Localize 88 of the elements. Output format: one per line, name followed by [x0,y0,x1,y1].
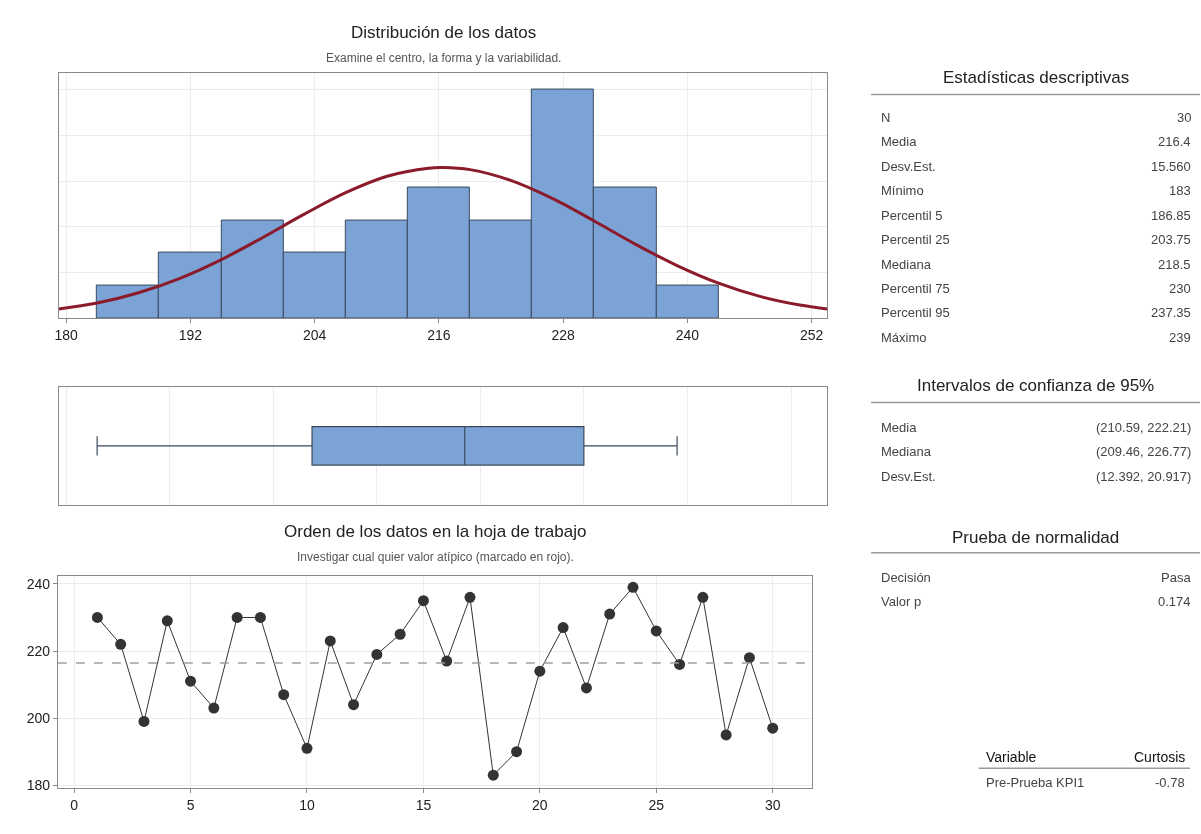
x-tick-label: 25 [648,797,665,814]
x-tick-label: 0 [70,797,79,814]
point [417,595,429,607]
chart-title: Distribución de los datos [351,23,537,42]
x-tick-label: 10 [299,797,315,814]
text: Curtosis [1134,749,1186,765]
text: 0.174 [1158,594,1191,609]
point [487,769,499,781]
text: Pasa [1161,570,1192,585]
x-tick-label: 15 [415,797,432,814]
text: N [881,110,891,125]
text: Decisión [881,570,931,585]
text: 218.5 [1158,257,1191,272]
point [511,746,523,758]
point [441,655,453,667]
text: 230 [1169,281,1191,296]
text: 203.75 [1151,232,1191,247]
x-tick-label: 240 [675,326,700,343]
y-tick-label: 200 [26,710,51,727]
text: 30 [1177,110,1192,125]
text: -0.78 [1155,775,1185,790]
point [557,622,569,634]
point [650,625,662,637]
text: Estadísticas descriptivas [943,68,1130,87]
chart-subtitle: Examine el centro, la forma y la variabilidad. [326,51,562,65]
text: Prueba de normalidad [952,528,1120,547]
point [371,648,383,660]
chart-subtitle: Investigar cual quier valor atípico (marcado en rojo). [297,550,574,564]
text: Media [881,420,918,435]
text: Pre-Prueba KPI1 [986,775,1085,790]
text: 183 [1169,183,1191,198]
text: Desv.Est. [881,469,936,484]
point [348,699,360,711]
x-tick-label: 216 [427,326,451,343]
text: (210.59, 222.21) [1096,420,1192,435]
y-tick-label: 220 [26,642,51,659]
point [627,581,639,593]
y-tick-label: 180 [26,777,51,794]
x-tick-label: 204 [302,326,327,343]
point [254,611,266,623]
point [534,665,546,677]
point [231,611,243,623]
text: (209.46, 226.77) [1096,444,1192,459]
point [91,611,103,623]
text: Percentil 5 [881,208,943,223]
x-tick-label: 5 [186,797,195,814]
x-tick-label: 20 [532,797,548,814]
text: 237.35 [1151,305,1191,320]
text: Desv.Est. [881,159,936,174]
point [138,715,150,727]
text: Mediana [881,257,932,272]
point [161,615,173,627]
x-tick-label: 252 [800,326,824,343]
y-tick-label: 240 [26,575,51,592]
text: (12.392, 20.917) [1096,469,1192,484]
point [580,682,592,694]
point [767,722,779,734]
point [115,638,127,650]
x-tick-label: 180 [54,326,78,343]
text: 15.560 [1151,159,1191,174]
point [743,652,755,664]
text: 239 [1169,330,1191,345]
point [464,591,476,603]
text: 186.85 [1151,208,1191,223]
point [185,675,197,687]
x-tick-label: 30 [764,797,781,814]
text: 216.4 [1158,134,1191,149]
point [604,608,616,620]
text: Percentil 75 [881,281,950,296]
point [720,729,732,741]
point [208,702,220,714]
text: Percentil 25 [881,232,950,247]
text: Mediana [881,444,932,459]
text: Percentil 95 [881,305,950,320]
text: Media [881,134,918,149]
text: Valor p [881,594,922,609]
point [301,742,313,754]
point [324,635,336,647]
chart-title: Orden de los datos en la hoja de trabajo [284,522,587,541]
point [278,689,290,701]
x-tick-label: 192 [178,326,203,343]
x-tick-label: 228 [551,326,576,343]
text: Variable [986,749,1037,765]
point [394,628,406,640]
text: Mínimo [881,183,924,198]
text: Máximo [881,330,927,345]
point [697,591,709,603]
text: Intervalos de confianza de 95% [917,376,1155,395]
